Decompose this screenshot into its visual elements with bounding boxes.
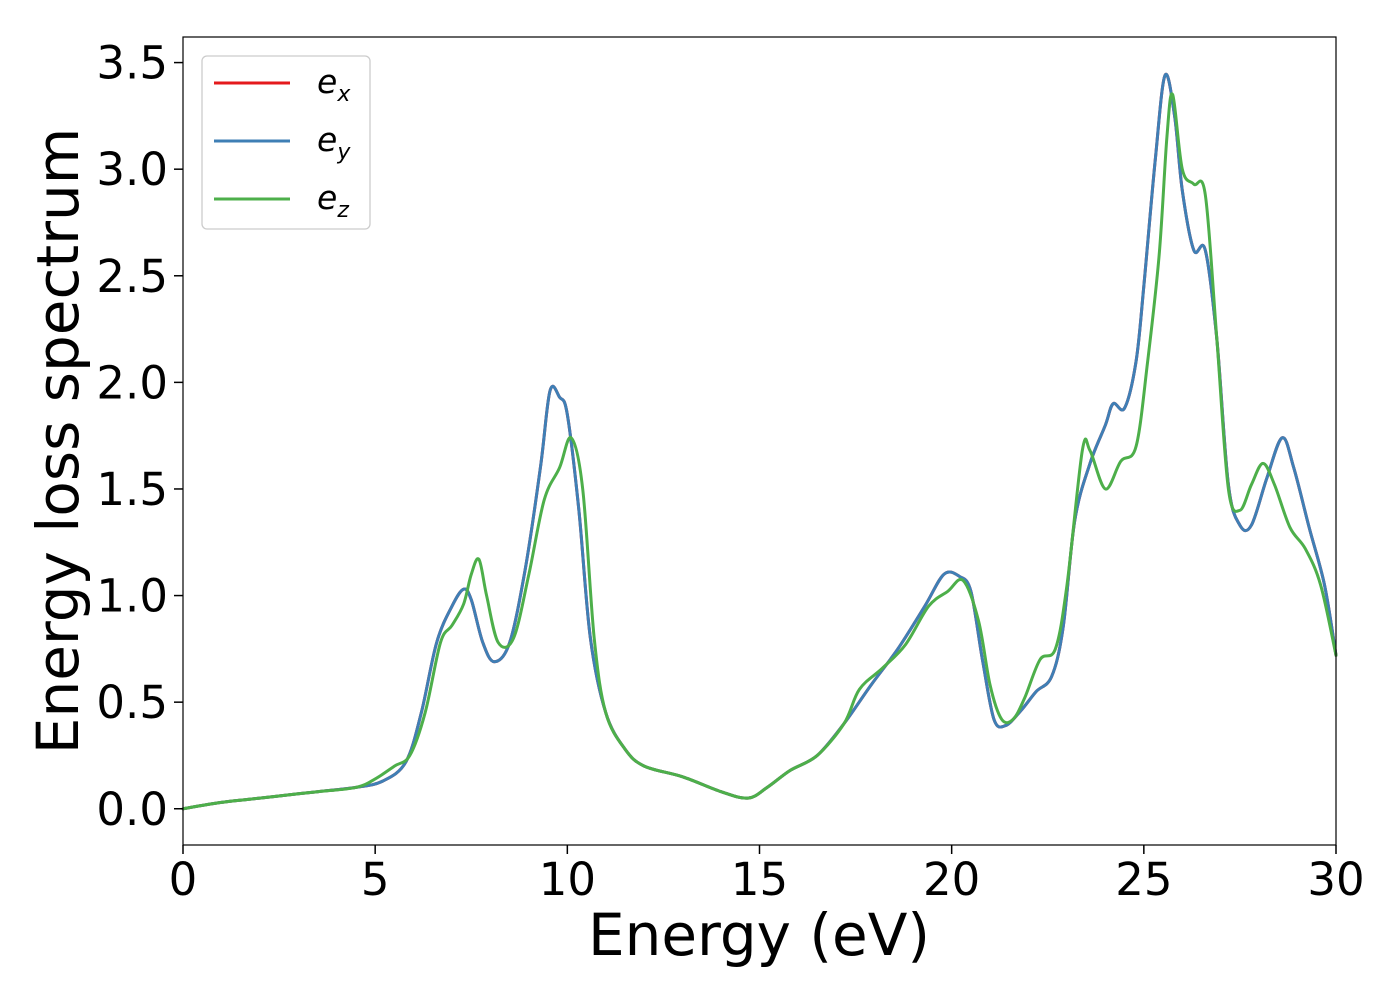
legend-label-z: ez (317, 178, 349, 223)
legend: ex ey ez (201, 55, 371, 230)
x-tick-label: 0 (169, 853, 198, 906)
x-tick-label: 20 (923, 853, 980, 906)
y-tick-label: 0.0 (96, 783, 168, 836)
x-axis-ticks: 0 5 10 15 20 25 30 (169, 845, 1365, 906)
legend-label-x: ex (317, 62, 351, 107)
y-tick-label: 3.0 (96, 143, 168, 196)
y-tick-label: 2.5 (96, 250, 168, 303)
y-tick-label: 0.5 (96, 676, 168, 729)
legend-label-y: ey (317, 120, 351, 165)
x-tick-label: 25 (1115, 853, 1172, 906)
y-axis-label: Energy loss spectrum (24, 128, 92, 754)
y-tick-label: 1.0 (96, 570, 168, 623)
series-lines (181, 72, 1338, 811)
x-tick-label: 5 (361, 853, 390, 906)
x-tick-label: 15 (731, 853, 788, 906)
y-tick-label: 3.5 (96, 37, 168, 90)
y-axis-ticks: 0.0 0.5 1.0 1.5 2.0 2.5 3.0 3.5 (96, 37, 183, 836)
series-line-y (181, 72, 1338, 811)
y-tick-label: 2.0 (96, 356, 168, 409)
x-axis-label: Energy (eV) (588, 901, 930, 969)
x-tick-label: 10 (539, 853, 596, 906)
y-tick-label: 1.5 (96, 463, 168, 516)
series-line-z (181, 92, 1338, 811)
x-tick-label: 30 (1307, 853, 1364, 906)
